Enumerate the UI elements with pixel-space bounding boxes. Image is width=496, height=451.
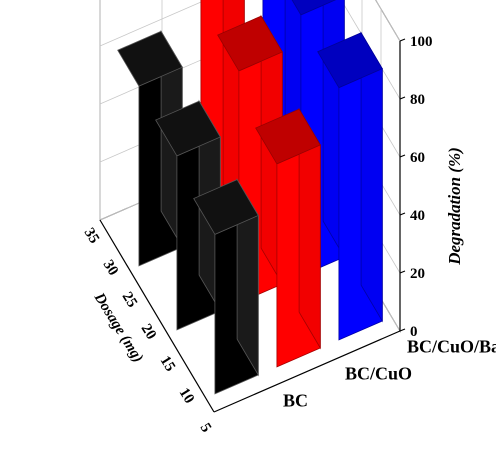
z-tick-mark: [399, 38, 406, 42]
y-tick-label: 25: [119, 289, 141, 310]
series-label-bc: BC: [283, 391, 308, 411]
bar-top-face: [193, 179, 259, 235]
chart-bars: [117, 0, 383, 395]
z-tick-label: 100: [410, 34, 433, 50]
y-tick-label: 5: [197, 420, 215, 435]
bar-top-face: [117, 30, 183, 87]
z-tick-mark: [399, 328, 406, 332]
z-tick-mark: [399, 154, 406, 158]
bar-top-face: [155, 100, 221, 157]
y-tick-label: 15: [157, 353, 179, 374]
bar-top-face: [317, 32, 383, 89]
z-tick-mark: [399, 270, 406, 274]
bar-bc-10: [193, 178, 259, 395]
bar-bc-cuo-bao-10: [317, 31, 383, 341]
bar-top-face: [217, 15, 283, 72]
bar-bc-cuo-10: [255, 107, 321, 368]
z-tick-label: 60: [410, 150, 425, 166]
bar-top-face: [255, 108, 321, 165]
z-tick-mark: [399, 212, 406, 216]
y-tick-label: 10: [176, 385, 198, 406]
series-label-bc-cuo: BC/CuO: [345, 364, 412, 384]
z-tick-mark: [399, 96, 406, 100]
y-tick-label: 20: [138, 321, 160, 342]
z-tick-label: 0: [410, 324, 418, 340]
z-tick-label: 80: [410, 92, 425, 108]
z-tick-label: 20: [410, 266, 425, 282]
y-tick-label: 30: [100, 257, 122, 278]
y-axis-line: [99, 219, 215, 413]
bar-top-face: [291, 0, 337, 16]
y-tick-label: 35: [81, 225, 103, 246]
z-tick-label: 40: [410, 208, 425, 224]
series-label-bc-cuo-bao: BC/CuO/BaO: [407, 337, 496, 357]
z-axis-title: Degradation (%): [445, 147, 464, 266]
x-axis-line: [213, 330, 401, 413]
